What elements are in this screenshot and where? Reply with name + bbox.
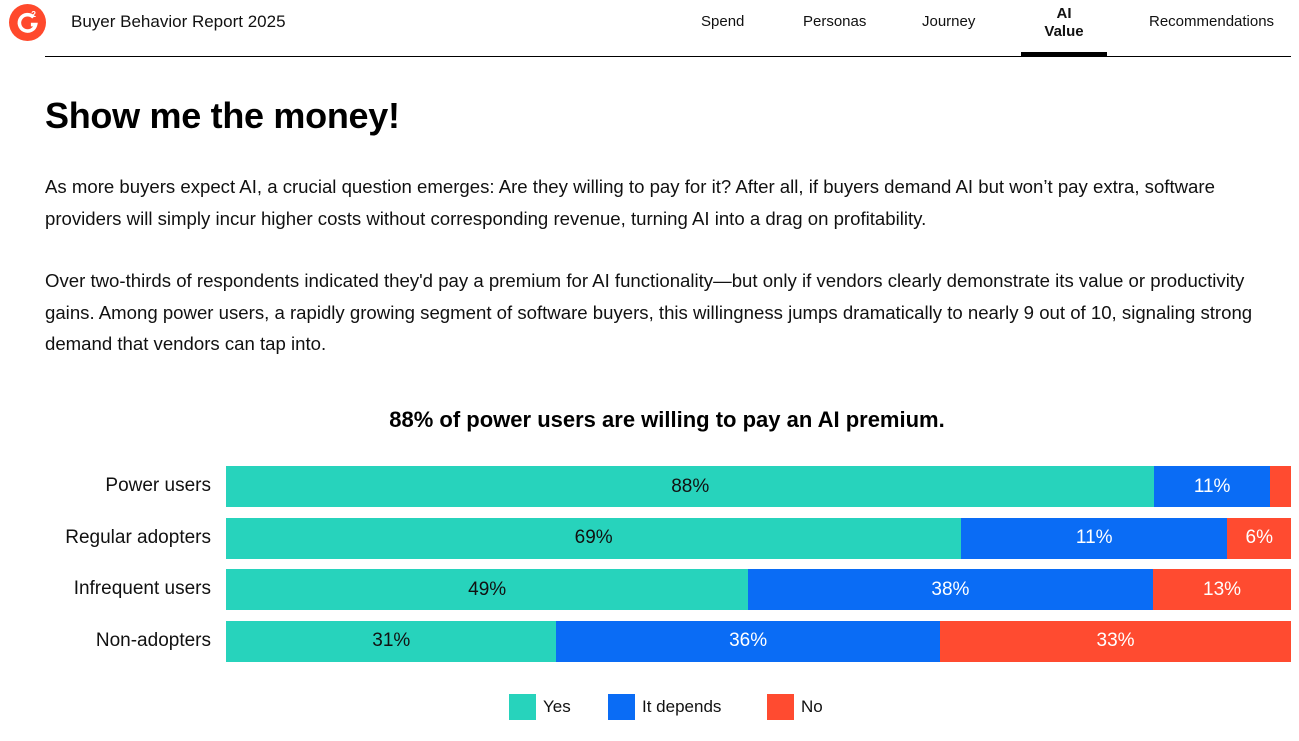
bar-value-label: 31%: [372, 630, 411, 651]
bar-segment[interactable]: 49%: [226, 569, 749, 610]
top-header: 2 Buyer Behavior Report 2025 Spend Perso…: [0, 0, 1299, 58]
bar-segment[interactable]: 6%: [1227, 517, 1292, 559]
bar-segment[interactable]: 88%: [226, 466, 1155, 507]
chart-title: 88% of power users are willing to pay an…: [389, 407, 945, 432]
bar-value-label: 88%: [671, 475, 710, 497]
top-nav: Spend Personas Journey AI Value Recommen…: [0, 0, 1299, 57]
bar-value-label: 6%: [1245, 527, 1274, 548]
legend-label: Yes: [543, 697, 571, 716]
legend-item[interactable]: No: [767, 694, 823, 720]
bar-segment[interactable]: 38%: [747, 569, 1154, 610]
nav-item-recommendations[interactable]: Recommendations: [1149, 13, 1275, 30]
legend-item[interactable]: Yes: [509, 694, 571, 720]
bar-value-label: 49%: [468, 578, 507, 600]
row-label: Infrequent users: [73, 578, 211, 599]
header-divider: [45, 56, 1291, 57]
page-title: Show me the money!: [45, 95, 400, 136]
bar-segment[interactable]: 11%: [1153, 466, 1271, 507]
bar-value-label: 38%: [931, 578, 970, 600]
bar-segment[interactable]: 31%: [226, 620, 557, 662]
bar-segment[interactable]: 11%: [960, 517, 1228, 559]
chart-legend: Yes It depends No: [0, 694, 1299, 720]
intro-paragraph: As more buyers expect AI, a crucial ques…: [45, 176, 1215, 229]
legend-label: It depends: [642, 697, 722, 716]
row-label: Non-adopters: [95, 629, 211, 651]
row-label: Power users: [105, 475, 211, 496]
legend-item[interactable]: It depends: [608, 694, 721, 720]
nav-item-spend[interactable]: Spend: [701, 13, 745, 30]
bar-segment[interactable]: 33%: [939, 620, 1292, 662]
legend-swatch: [767, 694, 794, 720]
bar-value-label: 11%: [1075, 527, 1113, 548]
bar-segment[interactable]: 69%: [226, 517, 962, 559]
bar-segment[interactable]: [1269, 466, 1292, 507]
nav-item-personas[interactable]: Personas: [803, 13, 867, 30]
g2-logo-icon[interactable]: 2: [9, 4, 46, 41]
active-tab-indicator: [1021, 52, 1107, 56]
bar-segment[interactable]: 13%: [1152, 569, 1292, 610]
legend-label: No: [801, 697, 823, 716]
findings-paragraph: Over two-thirds of respondents indicated…: [45, 270, 1253, 354]
report-title: Buyer Behavior Report 2025: [71, 12, 286, 31]
nav-item-journey[interactable]: Journey: [922, 13, 976, 30]
bar-segment[interactable]: 36%: [556, 620, 941, 662]
row-label: Regular adopters: [65, 526, 211, 548]
bar-value-label: 33%: [1096, 630, 1135, 651]
nav-item-ai-value[interactable]: AI Value: [1029, 5, 1099, 41]
nav-item-ai-value-label: AI Value: [1044, 5, 1084, 40]
legend-swatch: [608, 694, 635, 720]
svg-text:2: 2: [31, 9, 36, 19]
stacked-bar-chart: Power users 88% 11% Regular adopters 69% 11% 6…: [0, 460, 1299, 670]
bar-value-label: 69%: [574, 527, 613, 548]
bar-value-label: 36%: [729, 630, 768, 651]
bar-value-label: 11%: [1193, 475, 1231, 497]
bar-value-label: 13%: [1203, 578, 1242, 600]
legend-swatch: [509, 694, 536, 720]
